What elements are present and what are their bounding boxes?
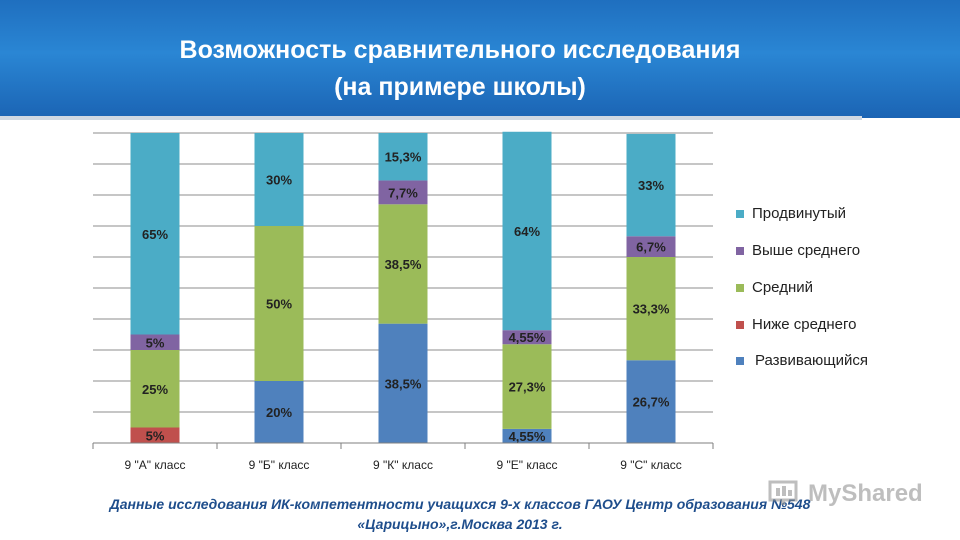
legend-swatch: [736, 284, 744, 292]
legend-swatch: [736, 357, 744, 365]
watermark-text: MyShared: [808, 480, 923, 507]
data-label: 5%: [146, 335, 165, 350]
data-label: 38,5%: [385, 376, 422, 391]
bar-segment: [502, 330, 552, 345]
bar-segment: [626, 360, 676, 443]
bar-segment: [626, 257, 676, 361]
bar-segment: [502, 344, 552, 429]
source-note-line2: «Царицыно»,г.Москва 2013 г.: [357, 516, 563, 532]
data-label: 64%: [514, 224, 540, 239]
bar-segment: [626, 133, 676, 237]
stacked-bar-chart: 5% 25% 5% 65% 20% 50% 30% 38,5% 38,5% 7,7% 15,3% 4,…: [92, 131, 714, 472]
bar-segment: [130, 350, 180, 428]
x-tick-label: 9 "Е" класс: [497, 458, 558, 472]
data-label: 38,5%: [385, 257, 422, 272]
bar-segment: [378, 133, 428, 181]
data-label: 27,3%: [509, 380, 546, 395]
bar-segment: [502, 131, 552, 331]
x-axis: 9 "А" класс 9 "Б" класс 9 "К" класс 9 "Е" к…: [92, 442, 714, 472]
bar-segment: [130, 427, 180, 443]
data-label: 20%: [266, 405, 292, 420]
data-label: 65%: [142, 227, 168, 242]
legend-label: Средний: [752, 279, 813, 296]
bar-segment: [254, 381, 304, 443]
data-label: 5%: [146, 428, 165, 443]
legend-swatch: [736, 210, 744, 218]
x-tick-label: 9 "А" класс: [125, 458, 186, 472]
bar-segment: [378, 204, 428, 324]
bar-segment: [378, 323, 428, 443]
data-label: 25%: [142, 382, 168, 397]
data-label: 33,3%: [633, 302, 670, 317]
data-label: 33%: [638, 178, 664, 193]
chart-bars: [130, 131, 676, 443]
data-label: 50%: [266, 297, 292, 312]
bar-segment: [378, 180, 428, 205]
data-label: 4,55%: [509, 429, 546, 444]
bar-segment: [254, 226, 304, 381]
page-subtitle: (на примере школы): [334, 73, 586, 101]
source-note-line1: Данные исследования ИК-компетентности уч…: [109, 496, 811, 512]
legend-label: Выше среднего: [752, 242, 861, 259]
chart-data-labels: 5% 25% 5% 65% 20% 50% 30% 38,5% 38,5% 7,7% 15,3% 4,…: [142, 150, 670, 444]
legend-swatch: [736, 247, 744, 255]
x-tick-label: 9 "К" класс: [373, 458, 433, 472]
data-label: 7,7%: [388, 185, 418, 200]
data-label: 26,7%: [633, 395, 670, 410]
legend-label: Ниже среднего: [752, 316, 857, 333]
data-label: 30%: [266, 173, 292, 188]
presentation-icon: [768, 480, 798, 505]
legend-label: Продвинутый: [752, 205, 847, 222]
legend-swatch: [736, 321, 744, 329]
page-title: Возможность сравнительного исследования: [179, 36, 741, 64]
legend-label: Развивающийся: [755, 352, 869, 369]
bar-segment: [502, 428, 552, 443]
bar-segment: [254, 133, 304, 226]
x-tick-label: 9 "С" класс: [620, 458, 682, 472]
data-label: 15,3%: [385, 150, 422, 165]
data-label: 4,55%: [509, 330, 546, 345]
bar-segment: [130, 133, 180, 335]
x-tick-label: 9 "Б" класс: [249, 458, 310, 472]
bar-segment: [130, 334, 180, 350]
bar-segment: [626, 236, 676, 257]
watermark: MyShared: [768, 478, 928, 510]
data-label: 6,7%: [636, 240, 666, 255]
header-banner: [0, 0, 960, 118]
header-divider: [0, 116, 862, 120]
